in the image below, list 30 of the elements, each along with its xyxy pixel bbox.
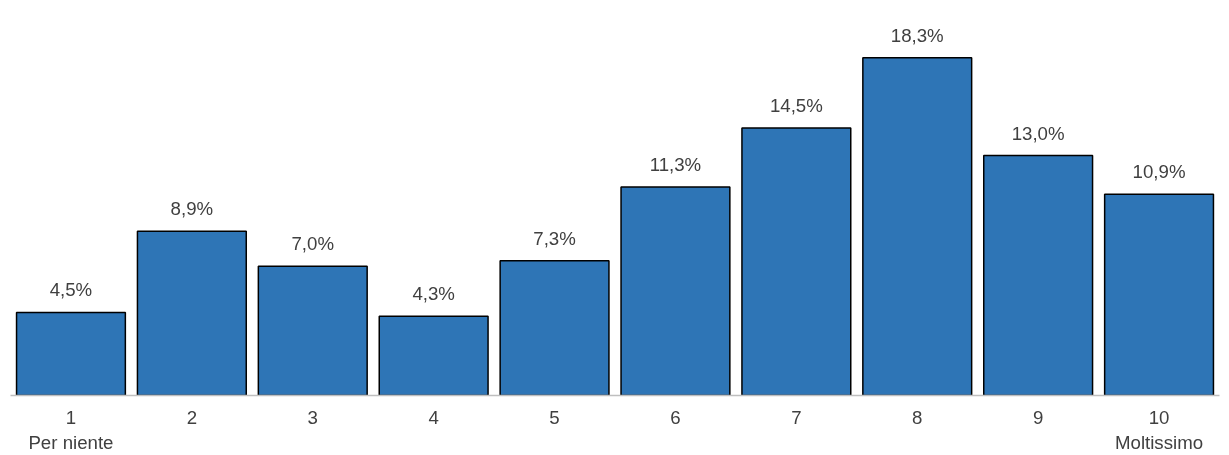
bar	[136, 230, 248, 396]
data-label: 7,0%	[291, 233, 335, 255]
data-label: 10,9%	[1132, 161, 1186, 183]
bar	[499, 260, 610, 396]
bar	[862, 57, 973, 396]
x-tick-label: 6	[670, 406, 681, 428]
x-tick-label: 10 Moltissimo	[1115, 406, 1204, 453]
data-label: 14,5%	[769, 94, 823, 116]
bar	[741, 127, 852, 396]
x-tick-label: 7	[791, 406, 802, 428]
x-tick-label: 1 Per niente	[28, 406, 114, 453]
bar	[982, 154, 1094, 396]
data-label: 4,3%	[412, 283, 455, 305]
x-tick-label: 3	[307, 406, 318, 428]
bar	[620, 186, 731, 396]
data-label: 18,3%	[890, 24, 944, 46]
data-label: 8,9%	[170, 198, 214, 220]
data-label: 13,0%	[1011, 122, 1065, 144]
data-label: 4,5%	[49, 279, 93, 301]
bar	[378, 315, 489, 396]
x-tick-label: 8	[912, 406, 923, 428]
x-tick-label: 5	[549, 406, 560, 428]
x-tick-label: 2	[186, 406, 198, 428]
data-label: 7,3%	[533, 227, 576, 249]
bar	[15, 311, 127, 396]
x-tick-label: 9	[1032, 406, 1044, 428]
bar	[257, 265, 368, 396]
data-label: 11,3%	[649, 153, 702, 175]
x-tick-label: 4	[428, 406, 439, 428]
bar	[1103, 193, 1215, 396]
